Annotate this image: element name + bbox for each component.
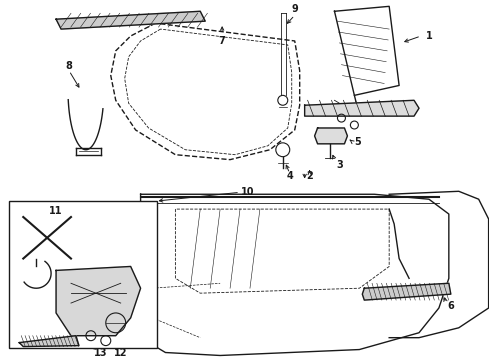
Text: 11: 11 (49, 206, 63, 216)
Polygon shape (56, 11, 205, 29)
Polygon shape (362, 283, 451, 300)
Text: 13: 13 (94, 347, 108, 357)
Bar (9, 201, 156, 347)
Text: 12: 12 (114, 347, 127, 357)
Polygon shape (19, 336, 79, 347)
Text: 6: 6 (447, 301, 454, 311)
Text: 2: 2 (306, 171, 313, 181)
Text: 7: 7 (219, 36, 225, 46)
Text: 4: 4 (286, 171, 293, 181)
Polygon shape (56, 266, 141, 336)
Text: 5: 5 (354, 137, 361, 147)
Text: 8: 8 (66, 61, 73, 71)
Polygon shape (315, 128, 347, 144)
Text: 3: 3 (336, 159, 343, 170)
Text: 1: 1 (426, 31, 432, 41)
Polygon shape (305, 100, 419, 116)
Text: 9: 9 (292, 4, 298, 14)
Text: 10: 10 (241, 187, 255, 197)
